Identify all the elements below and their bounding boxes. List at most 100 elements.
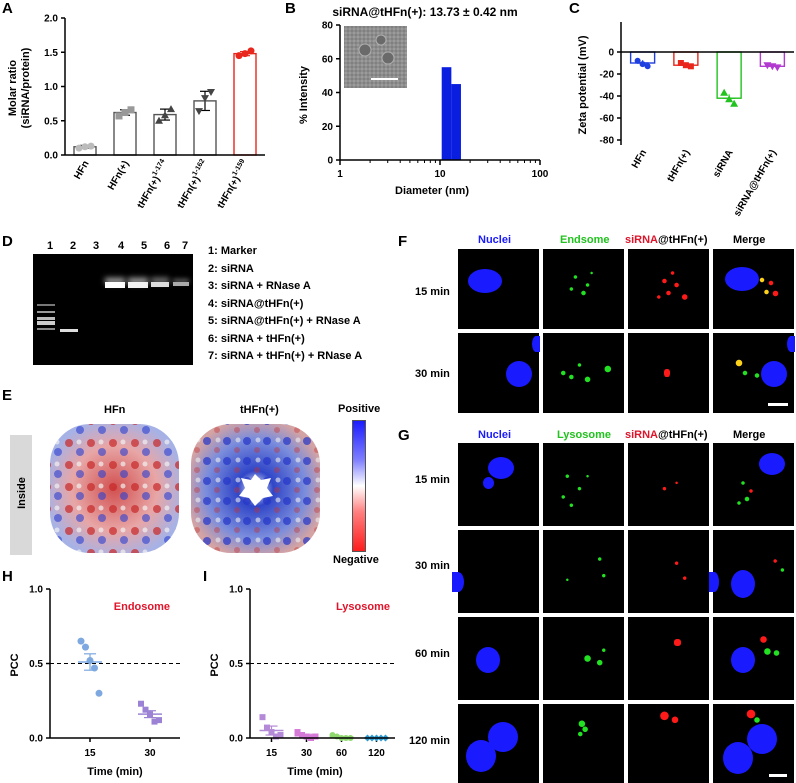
chart-b-ytick-label: 40 bbox=[322, 88, 334, 99]
gel-legend-item: 3: siRNA + RNase A bbox=[208, 280, 311, 292]
chart-a-point bbox=[235, 52, 243, 60]
chart-b-ylabel: % Intensity bbox=[298, 65, 310, 124]
chart-c-xtick-label: siRNA bbox=[711, 148, 736, 179]
chart-c-point bbox=[687, 63, 694, 70]
chart-a-ylabel-line2: (siRNA/protein) bbox=[20, 47, 32, 128]
thfn-surface-structure bbox=[191, 424, 320, 553]
panel-letter-e: E bbox=[2, 387, 13, 404]
panel-letter-f: F bbox=[398, 233, 408, 250]
g-header-nuclei: Nuclei bbox=[478, 429, 512, 441]
chart-a-ylabel-line1: Molar ratio bbox=[7, 60, 19, 117]
chart-b-xtick-label: 10 bbox=[434, 169, 446, 180]
chart-c-point bbox=[639, 61, 646, 68]
g-30-lysosome-image bbox=[543, 530, 624, 613]
chart-c-point bbox=[644, 63, 651, 70]
chart-c-point bbox=[725, 95, 734, 103]
chart-b-ytick-label: 80 bbox=[322, 21, 334, 32]
gel-lane-number: 6 bbox=[164, 240, 171, 252]
chart-c-xtick-label: HFn bbox=[630, 148, 649, 170]
g-header-sirna: siRNA@tHFn(+) bbox=[625, 429, 708, 441]
chart-a-point bbox=[155, 116, 163, 124]
chart-a-point bbox=[87, 142, 95, 150]
chart-a-ytick-label: 1.5 bbox=[44, 48, 58, 59]
panel-letter-i: I bbox=[203, 568, 208, 585]
scale-label-negative: Negative bbox=[333, 554, 379, 566]
panel-letter-d: D bbox=[2, 233, 13, 250]
chart-i-xtick-label: 15 bbox=[266, 748, 278, 759]
chart-i-ylabel: PCC bbox=[209, 653, 221, 676]
chart-a: Molar ratio (siRNA/protein) 0.0 0.5 1.0 1.5… bbox=[7, 14, 265, 211]
chart-i-xlabel: Time (min) bbox=[287, 766, 343, 778]
chart-a-point bbox=[75, 144, 83, 152]
chart-i-point bbox=[259, 714, 266, 721]
panel-letter-a: A bbox=[2, 0, 13, 17]
chart-h-title: Endosome bbox=[114, 601, 170, 613]
f-30-nuclei-image bbox=[458, 333, 540, 413]
g-row-label-30: 30 min bbox=[415, 560, 450, 572]
inside-label-box: Inside bbox=[10, 435, 32, 555]
chart-h-point bbox=[151, 718, 158, 725]
chart-i-ytick-label: 0.5 bbox=[229, 659, 243, 670]
f-30-merge-image bbox=[713, 333, 795, 413]
chart-c-ylabel: Zeta potential (mV) bbox=[577, 35, 589, 134]
chart-h-point bbox=[142, 706, 149, 713]
chart-h-ytick-label: 0.0 bbox=[29, 734, 43, 745]
chart-i-xtick-label: 60 bbox=[336, 748, 348, 759]
chart-i-title: Lysosome bbox=[336, 601, 390, 613]
chart-h-point bbox=[95, 689, 103, 697]
f-15-sirna-image bbox=[628, 249, 709, 329]
f-header-nuclei: Nuclei bbox=[478, 234, 512, 246]
chart-c-xtick-label: tHFn(+) bbox=[665, 148, 692, 184]
chart-h-ytick-label: 0.5 bbox=[29, 659, 43, 670]
chart-a-xtick-label: HFn bbox=[72, 159, 91, 181]
gel-lane-number: 4 bbox=[118, 240, 125, 252]
g-header-lysosome: Lysosome bbox=[557, 429, 612, 441]
f-row-label-15: 15 min bbox=[415, 286, 450, 298]
chart-c-xtick-label: siRNA@tHFn(+) bbox=[732, 148, 779, 218]
g-60-sirna-image bbox=[628, 617, 709, 700]
chart-a-point bbox=[115, 112, 123, 120]
chart-h-ylabel: PCC bbox=[9, 653, 21, 676]
chart-a-point bbox=[167, 105, 175, 113]
f-header-merge: Merge bbox=[733, 234, 766, 246]
chart-b-title: siRNA@tHFn(+): 13.73 ± 0.42 nm bbox=[332, 5, 517, 19]
panel-letter-c: C bbox=[569, 0, 580, 17]
chart-a-ytick-label: 0.5 bbox=[44, 116, 58, 127]
chart-c-point bbox=[682, 62, 689, 69]
chart-a-xtick-label: tHFn(+)1-162 bbox=[174, 158, 212, 211]
chart-a-xtick-label: HFn(+) bbox=[106, 159, 132, 192]
chart-c-point bbox=[773, 64, 782, 72]
g-60-merge-image bbox=[713, 617, 794, 700]
chart-i-point bbox=[264, 724, 270, 731]
gel-legend-item: 4: siRNA@tHFn(+) bbox=[208, 297, 304, 310]
chart-i-point bbox=[273, 733, 279, 740]
gel-lane-number: 1 bbox=[47, 240, 54, 252]
gel-lane-number: 7 bbox=[182, 240, 189, 252]
chart-a-point bbox=[207, 88, 215, 96]
chart-b-ytick-label: 60 bbox=[322, 54, 334, 65]
f-15-nuclei-image bbox=[458, 249, 539, 329]
g-row-label-120: 120 min bbox=[409, 735, 450, 747]
gel-legend: 1: Marker 2: siRNA 3: siRNA + RNase A 4: si… bbox=[208, 243, 362, 366]
f-15-merge-image bbox=[713, 249, 794, 329]
chart-i-point bbox=[294, 729, 301, 736]
f-30-endosome-image bbox=[543, 333, 624, 413]
g-120-sirna-image bbox=[628, 704, 709, 783]
chart-c-bar bbox=[716, 51, 742, 99]
chart-c-ytick-label: -20 bbox=[600, 70, 615, 81]
g-15-sirna-image bbox=[628, 443, 709, 526]
chart-c-point bbox=[730, 99, 739, 107]
chart-i-ytick-label: 0.0 bbox=[229, 734, 243, 745]
chart-a-xtick-label: tHFn(+)1-159 bbox=[214, 158, 252, 211]
chart-b-xtick-label: 1 bbox=[337, 169, 343, 180]
gel-lane-number: 5 bbox=[141, 240, 148, 252]
chart-h-point bbox=[77, 637, 85, 645]
g-120-merge-image bbox=[713, 704, 794, 783]
chart-h-ytick-label: 1.0 bbox=[29, 585, 43, 596]
f-scale-bar bbox=[768, 403, 788, 406]
gel-image bbox=[33, 254, 193, 365]
chart-a-point bbox=[127, 106, 135, 114]
chart-a-xtick-label: tHFn(+)1-174 bbox=[134, 158, 172, 211]
g-60-lysosome-image bbox=[543, 617, 624, 700]
